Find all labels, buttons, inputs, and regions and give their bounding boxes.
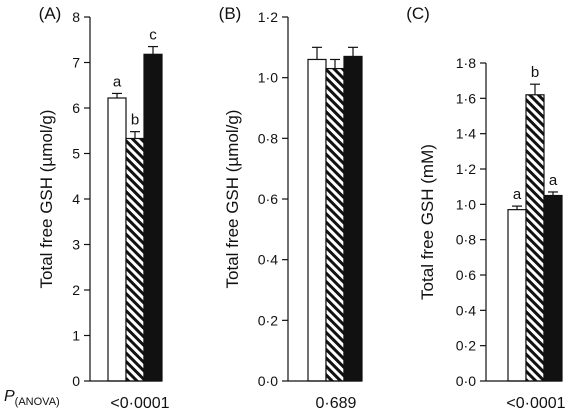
y-tick-label: 1·2 (456, 161, 476, 177)
p-anova-value: <0·0001 (110, 395, 169, 412)
panel-1: (A) Total free GSH (µmol/g) 0 1 2 3 4 5 6 7 8 a b c <0… (37, 4, 170, 412)
y-tick-label: 2 (72, 282, 80, 298)
significance-letter: c (149, 27, 157, 44)
significance-letter: a (513, 186, 522, 203)
y-tick-label: 0·6 (258, 191, 278, 207)
panel-3: (C) Total free GSH (mM) 0·0 0·2 0·4 0·6 0·8 1·0… (406, 4, 565, 412)
p-anova-sub: (ANOVA) (15, 396, 60, 408)
y-tick-label: 7 (72, 55, 80, 71)
y-tick-label: 0·2 (258, 312, 278, 328)
y-tick-label: 0·0 (456, 373, 476, 389)
bar-open (107, 97, 127, 382)
bar-open (307, 58, 327, 382)
y-tick-label: 0 (72, 373, 80, 389)
p-anova-label: P(ANOVA) (4, 388, 60, 408)
y-tick-label: 0·2 (456, 338, 476, 354)
significance-letter: b (131, 112, 139, 129)
panel-label: (A) (39, 4, 62, 23)
y-axis-label: Total free GSH (µmol/g) (37, 110, 56, 289)
y-tick-label: 0·4 (258, 252, 278, 268)
p-anova-value: <0·0001 (506, 395, 565, 412)
bar-hatched (325, 67, 345, 382)
bar-open (507, 209, 527, 382)
y-tick-label: 1·4 (456, 126, 476, 142)
y-tick-label: 0·8 (456, 232, 476, 248)
p-anova-value: 0·689 (316, 395, 357, 412)
y-tick-label: 1·6 (456, 90, 476, 106)
panel-label: (C) (406, 4, 430, 23)
panel-label: (B) (219, 4, 242, 23)
bar-solid (143, 53, 163, 382)
y-tick-label: 1 (72, 328, 80, 344)
significance-letter: a (113, 73, 122, 90)
y-tick-label: 4 (72, 191, 80, 207)
y-tick-label: 1·0 (456, 196, 476, 212)
bar-hatched (125, 137, 145, 382)
significance-letter: b (531, 64, 539, 81)
y-tick-label: 0·8 (258, 130, 278, 146)
y-axis-label: Total free GSH (µmol/g) (223, 110, 242, 289)
y-tick-label: 1·8 (456, 55, 476, 71)
y-tick-label: 0·4 (456, 302, 476, 318)
y-tick-label: 1·2 (258, 9, 278, 25)
y-tick-label: 1·0 (258, 70, 278, 86)
y-tick-label: 0·6 (456, 267, 476, 283)
y-tick-label: 0·0 (258, 373, 278, 389)
significance-letter: a (549, 172, 558, 189)
y-tick-label: 8 (72, 9, 80, 25)
y-tick-label: 6 (72, 100, 80, 116)
y-tick-label: 3 (72, 237, 80, 253)
y-tick-label: 5 (72, 146, 80, 162)
bar-solid (543, 194, 563, 382)
bar-hatched (525, 94, 545, 382)
panel-2: (B) Total free GSH (µmol/g) 0·0 0·2 0·4 0·6 0·… (219, 4, 363, 412)
y-axis-label: Total free GSH (mM) (418, 144, 437, 300)
bar-solid (343, 55, 363, 382)
p-anova-main: P (4, 388, 15, 405)
